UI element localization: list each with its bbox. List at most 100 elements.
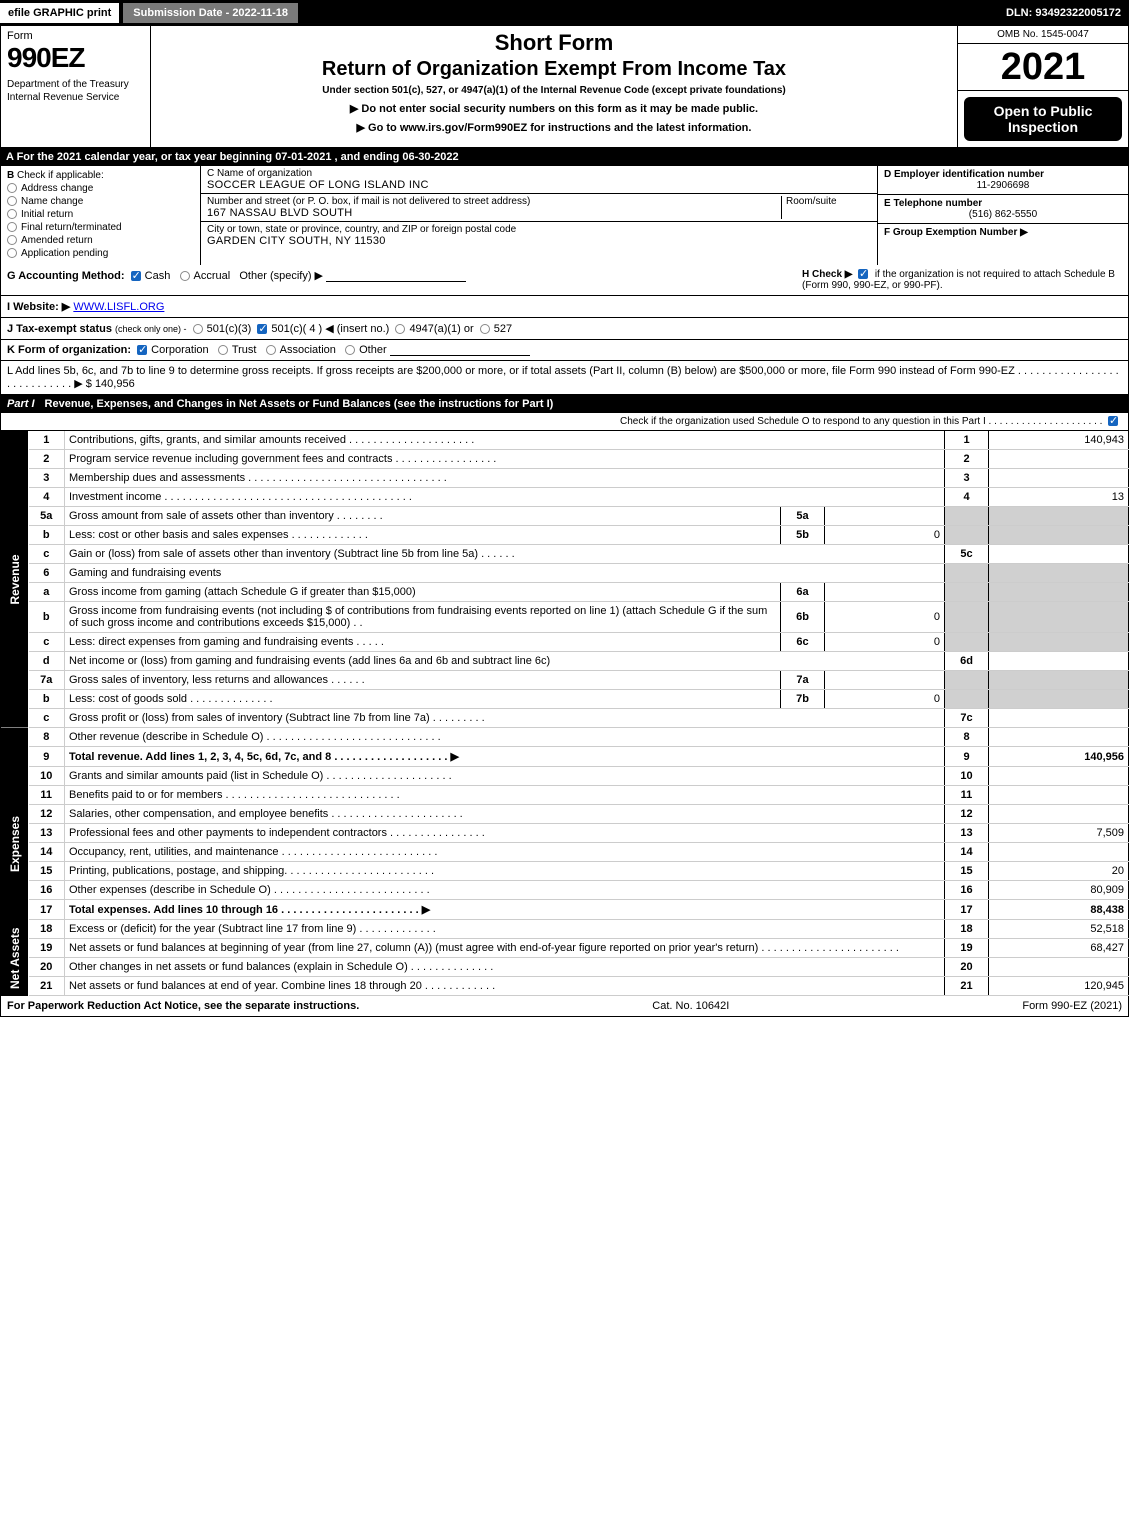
line-6a-num: a	[29, 583, 65, 602]
line-13-text: Professional fees and other payments to …	[65, 824, 945, 843]
other-org-input[interactable]	[390, 344, 530, 356]
line-6a-row: a Gross income from gaming (attach Sched…	[1, 583, 1129, 602]
form-reference: Form 990-EZ (2021)	[1022, 1000, 1122, 1012]
line-1-num: 1	[29, 431, 65, 450]
line-6c-subref: 6c	[781, 633, 825, 652]
line-7b-text: Less: cost of goods sold . . . . . . . .…	[65, 690, 781, 709]
check-if-applicable-label: Check if applicable:	[17, 170, 104, 181]
line-7a-subref: 7a	[781, 671, 825, 690]
line-6b-subref: 6b	[781, 602, 825, 633]
line-6a-text: Gross income from gaming (attach Schedul…	[65, 583, 781, 602]
street-label: Number and street (or P. O. box, if mail…	[207, 196, 781, 207]
line-12-num: 12	[29, 805, 65, 824]
line-4-ref: 4	[945, 488, 989, 507]
line-6b-shade	[945, 602, 989, 633]
open-to-public-badge: Open to Public Inspection	[964, 97, 1122, 141]
website-link[interactable]: WWW.LISFL.ORG	[73, 301, 164, 313]
line-5a-row: 5a Gross amount from sale of assets othe…	[1, 507, 1129, 526]
line-5b-num: b	[29, 526, 65, 545]
line-19-text: Net assets or fund balances at beginning…	[65, 939, 945, 958]
city-value: GARDEN CITY SOUTH, NY 11530	[207, 235, 871, 247]
section-c-org-info: C Name of organization SOCCER LEAGUE OF …	[201, 166, 878, 265]
goto-link[interactable]: ▶ Go to www.irs.gov/Form990EZ for instru…	[161, 121, 947, 134]
address-change-checkbox[interactable]	[7, 183, 17, 193]
line-19-ref: 19	[945, 939, 989, 958]
line-5a-num: 5a	[29, 507, 65, 526]
line-10-text: Grants and similar amounts paid (list in…	[65, 767, 945, 786]
line-6c-subamt: 0	[825, 633, 945, 652]
line-5c-ref: 5c	[945, 545, 989, 564]
line-8-num: 8	[29, 728, 65, 747]
gross-receipts-value: 140,956	[95, 378, 135, 390]
line-5a-shade-amt	[989, 507, 1129, 526]
line-2-amount	[989, 450, 1129, 469]
initial-return-checkbox[interactable]	[7, 209, 17, 219]
line-7c-amount	[989, 709, 1129, 728]
line-4-amount: 13	[989, 488, 1129, 507]
line-1-row: Revenue 1 Contributions, gifts, grants, …	[1, 431, 1129, 450]
schedule-b-not-required-checkbox[interactable]	[858, 269, 868, 279]
line-11-num: 11	[29, 786, 65, 805]
line-14-text: Occupancy, rent, utilities, and maintena…	[65, 843, 945, 862]
line-7b-num: b	[29, 690, 65, 709]
trust-checkbox[interactable]	[218, 345, 228, 355]
revenue-side-spacer	[1, 728, 29, 767]
corporation-checkbox[interactable]	[137, 345, 147, 355]
part-1-header: Part I Revenue, Expenses, and Changes in…	[0, 395, 1129, 413]
phone-label: E Telephone number	[884, 198, 1122, 209]
efile-graphic-print-button[interactable]: efile GRAPHIC print	[0, 3, 119, 23]
row-j-tax-exempt: J Tax-exempt status (check only one) - 5…	[0, 318, 1129, 340]
line-11-text: Benefits paid to or for members . . . . …	[65, 786, 945, 805]
application-pending-checkbox[interactable]	[7, 248, 17, 258]
other-specify-input[interactable]	[326, 270, 466, 282]
part-1-label: Part I	[7, 398, 35, 410]
line-6c-shade-amt	[989, 633, 1129, 652]
line-19-amount: 68,427	[989, 939, 1129, 958]
accrual-checkbox[interactable]	[180, 271, 190, 281]
phone-value: (516) 862-5550	[884, 209, 1122, 220]
header-right: OMB No. 1545-0047 2021 Open to Public In…	[958, 26, 1128, 147]
line-7a-shade-amt	[989, 671, 1129, 690]
section-b-check-applicable: B Check if applicable: Address change Na…	[1, 166, 201, 265]
accounting-method-label: G Accounting Method:	[7, 270, 125, 282]
part-1-schedule-o-checkbox[interactable]	[1108, 416, 1118, 426]
association-checkbox[interactable]	[266, 345, 276, 355]
omb-number: OMB No. 1545-0047	[958, 26, 1128, 44]
line-6c-shade	[945, 633, 989, 652]
form-header: Form 990EZ Department of the Treasury In…	[0, 26, 1129, 148]
line-5c-row: c Gain or (loss) from sale of assets oth…	[1, 545, 1129, 564]
4947a1-checkbox[interactable]	[395, 324, 405, 334]
other-specify-label: Other (specify) ▶	[239, 270, 323, 282]
line-10-num: 10	[29, 767, 65, 786]
page-footer: For Paperwork Reduction Act Notice, see …	[0, 996, 1129, 1017]
amended-return-checkbox[interactable]	[7, 235, 17, 245]
net-assets-side-label: Net Assets	[1, 920, 29, 996]
527-checkbox[interactable]	[480, 324, 490, 334]
paperwork-reduction-notice: For Paperwork Reduction Act Notice, see …	[7, 1000, 359, 1012]
line-17-text: Total expenses. Add lines 10 through 16 …	[65, 900, 945, 920]
line-6c-num: c	[29, 633, 65, 652]
name-change-label: Name change	[21, 196, 83, 207]
gross-receipts-text: L Add lines 5b, 6c, and 7b to line 9 to …	[7, 365, 1119, 390]
501c-insert-checkbox[interactable]	[257, 324, 267, 334]
group-exemption-label: F Group Exemption Number ▶	[884, 227, 1122, 238]
line-16-amount: 80,909	[989, 881, 1129, 900]
part-1-table: Revenue 1 Contributions, gifts, grants, …	[0, 431, 1129, 996]
address-change-label: Address change	[21, 183, 93, 194]
header-center: Short Form Return of Organization Exempt…	[151, 26, 958, 147]
line-5a-subref: 5a	[781, 507, 825, 526]
501c3-checkbox[interactable]	[193, 324, 203, 334]
other-org-checkbox[interactable]	[345, 345, 355, 355]
line-3-text: Membership dues and assessments . . . . …	[65, 469, 945, 488]
cash-checkbox[interactable]	[131, 271, 141, 281]
name-change-checkbox[interactable]	[7, 196, 17, 206]
line-18-num: 18	[29, 920, 65, 939]
line-1-amount: 140,943	[989, 431, 1129, 450]
final-return-checkbox[interactable]	[7, 222, 17, 232]
part-1-schedule-o-text: Check if the organization used Schedule …	[620, 416, 1102, 427]
section-def: D Employer identification number 11-2906…	[878, 166, 1128, 265]
line-6b-shade-amt	[989, 602, 1129, 633]
line-7a-num: 7a	[29, 671, 65, 690]
line-10-row: Expenses 10 Grants and similar amounts p…	[1, 767, 1129, 786]
tax-year: 2021	[958, 44, 1128, 91]
